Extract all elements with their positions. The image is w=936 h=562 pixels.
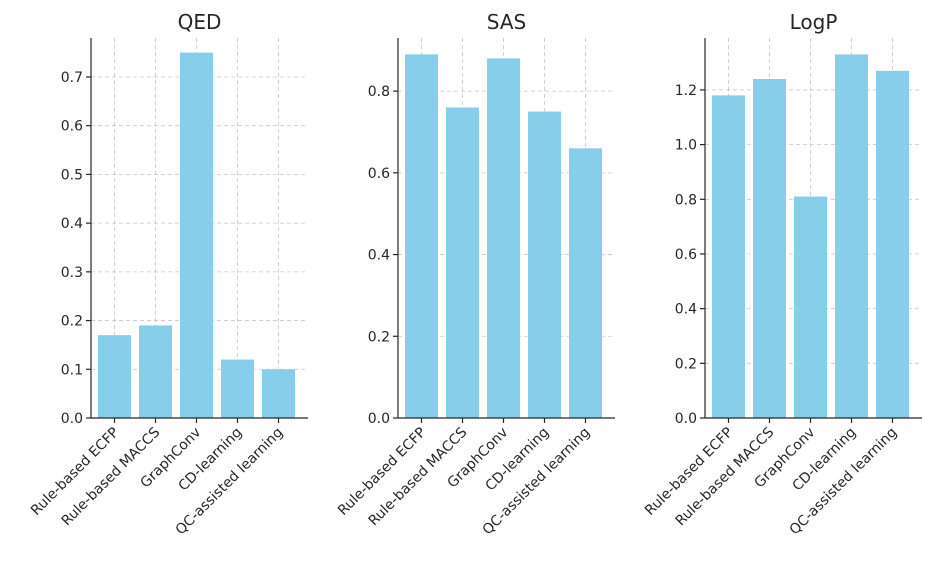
y-tick-label: 0.5 [61,167,83,183]
y-tick-label: 0.8 [675,192,697,208]
y-tick-label: 1.0 [675,138,697,154]
bar-2 [139,325,172,418]
y-tick-label: 0.2 [675,356,697,372]
y-tick-label: 0.7 [61,70,83,86]
bar-3 [180,52,213,418]
y-tick-label: 0.8 [368,84,390,100]
y-tick-label: 0.2 [368,329,390,345]
bar-5 [262,369,295,418]
chart-title: LogP [790,10,838,34]
y-tick-label: 0.6 [368,166,390,182]
chart-title: SAS [487,10,526,34]
y-tick-label: 1.2 [675,83,697,99]
chart-title: QED [178,10,222,34]
y-tick-label: 0.0 [61,411,83,427]
bar-5 [569,148,602,419]
y-tick-label: 0.6 [61,119,83,135]
bar-2 [446,107,479,418]
bar-4 [221,359,254,418]
y-tick-label: 0.3 [61,265,83,281]
bar-5 [876,70,909,418]
bar-4 [528,111,561,418]
y-tick-label: 0.4 [675,302,697,318]
bar-3 [487,58,520,418]
y-tick-label: 0.2 [61,314,83,330]
y-tick-label: 0.0 [368,411,390,427]
y-tick-label: 0.4 [368,248,390,264]
bar-1 [712,95,745,419]
bar-3 [794,196,827,418]
y-tick-label: 0.6 [675,247,697,263]
bar-2 [753,79,786,418]
bar-1 [405,54,438,418]
bar-1 [98,335,131,418]
y-tick-label: 0.4 [61,216,83,232]
y-tick-label: 0.0 [675,411,697,427]
bar-4 [835,54,868,418]
y-tick-label: 0.1 [61,362,83,378]
